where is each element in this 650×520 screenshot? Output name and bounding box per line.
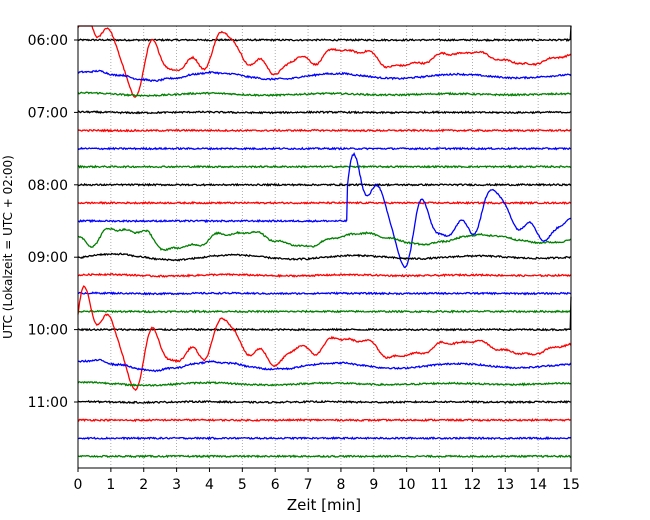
seismogram-trace xyxy=(77,417,572,423)
seismogram-trace xyxy=(77,399,571,405)
x-tick-label: 4 xyxy=(205,477,214,493)
x-tick-label: 14 xyxy=(529,477,547,493)
x-tick-label: 8 xyxy=(336,477,345,493)
seismogram-trace xyxy=(77,296,572,332)
seismogram-trace xyxy=(77,128,572,133)
seismogram-trace xyxy=(77,285,572,391)
seismogram-trace xyxy=(77,454,572,459)
x-tick-label: 3 xyxy=(172,477,181,493)
y-tick-label: 11:00 xyxy=(28,395,68,411)
x-tick-label: 12 xyxy=(463,477,481,493)
y-tick-label: 07:00 xyxy=(28,105,68,121)
x-tick-label: 1 xyxy=(106,477,115,493)
x-tick-label: 7 xyxy=(304,477,313,493)
seismogram-trace xyxy=(77,436,572,441)
seismogram-trace xyxy=(77,164,572,169)
seismogram-trace xyxy=(77,200,572,206)
y-tick-label: 06:00 xyxy=(28,33,68,49)
seismogram-trace xyxy=(77,227,572,252)
seismogram-trace xyxy=(77,25,572,98)
y-axis: 06:00 07:00 08:00 09:00 10:00 11:00 xyxy=(28,33,78,411)
seismogram-trace xyxy=(77,91,572,98)
y-tick-label: 08:00 xyxy=(28,178,68,194)
trace-group xyxy=(77,25,572,459)
x-tick-label: 13 xyxy=(496,477,514,493)
x-axis: 0 1 2 3 4 5 6 7 8 9 10 11 12 13 14 15 xyxy=(74,468,580,493)
x-tick-label: 11 xyxy=(431,477,449,493)
y-tick-label: 09:00 xyxy=(28,250,68,266)
seismogram-trace xyxy=(77,252,572,262)
plot-frame xyxy=(77,25,572,469)
seismogram-trace xyxy=(77,291,572,296)
x-tick-label: 15 xyxy=(562,477,580,493)
seismogram-trace xyxy=(77,182,572,187)
seismogram-trace xyxy=(77,272,572,278)
seismogram-trace xyxy=(77,69,572,83)
seismogram-trace xyxy=(77,309,572,314)
seismogram-trace xyxy=(77,380,572,387)
seismogram-trace xyxy=(77,146,572,151)
x-tick-label: 0 xyxy=(74,477,83,493)
x-axis-label: Zeit [min] xyxy=(287,496,361,514)
seismogram-trace xyxy=(77,25,572,43)
x-tick-label: 2 xyxy=(139,477,148,493)
x-tick-label: 10 xyxy=(398,477,416,493)
seismogram-trace xyxy=(77,152,572,269)
y-tick-label: 10:00 xyxy=(28,323,68,339)
y-axis-label: UTC (Lokalzeit = UTC + 02:00) xyxy=(1,155,15,339)
seismogram-trace xyxy=(77,358,572,373)
x-tick-label: 9 xyxy=(369,477,378,493)
x-tick-label: 6 xyxy=(271,477,280,493)
seismogram-trace xyxy=(77,110,572,115)
x-tick-label: 5 xyxy=(238,477,247,493)
